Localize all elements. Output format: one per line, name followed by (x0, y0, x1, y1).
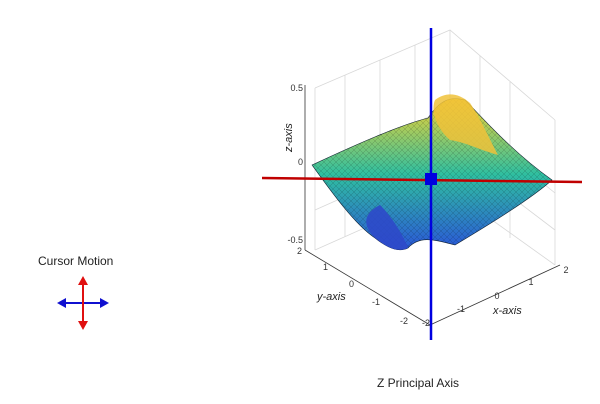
z-ticks: 0.5 0 -0.5 (287, 83, 303, 245)
x-tick: -2 (422, 318, 430, 328)
z-tick: 0 (298, 157, 303, 167)
y-tick: 0 (349, 279, 354, 289)
cursor-motion-arrows-icon (57, 276, 109, 330)
y-axis-label: y-axis (316, 291, 346, 303)
x-ticks: -2 -1 0 1 2 (422, 265, 569, 328)
y-ticks: 2 1 0 -1 -2 (297, 246, 408, 326)
x-axis-label: x-axis (492, 305, 522, 317)
cursor-motion-label: Cursor Motion (38, 254, 114, 268)
y-tick: 2 (297, 246, 302, 256)
floor-edges (304, 85, 561, 326)
x-tick: -1 (457, 304, 465, 314)
z-tick: 0.5 (290, 83, 303, 93)
principal-axis-caption: Z Principal Axis (377, 376, 460, 390)
y-tick: -1 (372, 297, 380, 307)
z-tick: -0.5 (287, 235, 303, 245)
principal-axis-horizontal[interactable] (261, 176, 583, 184)
surface-plot[interactable]: 0.5 0 -0.5 z-axis 2 1 0 -1 -2 y-axis -2 … (180, 0, 600, 380)
axis-intersection-marker[interactable] (425, 173, 437, 185)
x-tick: 1 (528, 277, 533, 287)
x-tick: 0 (494, 291, 499, 301)
vertical-arrow (78, 276, 88, 330)
x-tick: 2 (563, 265, 568, 275)
y-tick: -2 (400, 316, 408, 326)
y-tick: 1 (323, 262, 328, 272)
z-axis-label: z-axis (283, 123, 295, 153)
